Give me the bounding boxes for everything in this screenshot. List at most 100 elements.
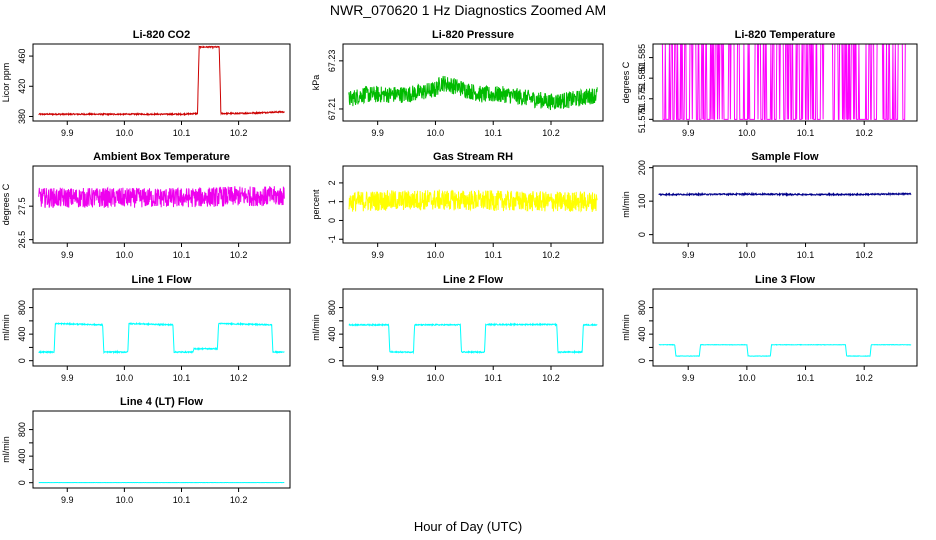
ambient-x-tick-label: 10.1	[173, 250, 191, 260]
temperature-plot-frame	[652, 43, 918, 122]
sampleflow-x-tick-label: 10.2	[855, 250, 873, 260]
line4-plot-frame	[32, 410, 291, 489]
line2-y-tick-label: 800	[327, 300, 337, 315]
figure-title: NWR_070620 1 Hz Diagnostics Zoomed AM	[330, 2, 606, 18]
panel-line2: Line 2 Flow 9.9 10.0 10.1 10.2 0 400 800 ml/min	[311, 274, 604, 383]
sampleflow-plot-frame	[652, 165, 918, 244]
line4-x-tick-label: 10.0	[116, 495, 134, 505]
co2-x-tick-label: 10.0	[116, 128, 134, 138]
co2-y-tick-label: 460	[17, 49, 27, 64]
pressure-x-tick-label: 9.9	[371, 128, 384, 138]
panel-co2: Li-820 CO2 9.9 10.0 10.1 10.2 380 420 460 Licor …	[1, 29, 291, 138]
sampleflow-x-tick-label: 10.1	[797, 250, 815, 260]
line4-x-tick-label: 9.9	[61, 495, 74, 505]
line3-x-tick-label: 10.2	[855, 373, 873, 383]
temperature-x-tick-label: 9.9	[682, 128, 695, 138]
pressure-y-axis-label: kPa	[311, 75, 321, 91]
line3-y-tick-label: 400	[637, 327, 647, 342]
line2-y-axis-label: ml/min	[311, 314, 321, 341]
line3-series-0-line	[658, 343, 912, 357]
ambient-plot-frame	[32, 165, 291, 244]
rh-title: Gas Stream RH	[433, 151, 513, 163]
temperature-x-tick-label: 10.1	[797, 128, 815, 138]
sampleflow-title: Sample Flow	[751, 151, 819, 163]
line2-y-tick-label: 400	[327, 327, 337, 342]
line1-y-tick-label: 0	[17, 358, 27, 363]
ambient-series-0-line	[38, 186, 285, 208]
ambient-x-tick-label: 10.0	[116, 250, 134, 260]
ambient-x-tick-label: 10.2	[230, 250, 248, 260]
line3-x-tick-label: 9.9	[682, 373, 695, 383]
temperature-x-tick-label: 10.0	[738, 128, 756, 138]
pressure-x-tick-label: 10.0	[427, 128, 445, 138]
panel-ambient: Ambient Box Temperature 9.9 10.0 10.1 10.2 26…	[1, 151, 291, 260]
line4-x-tick-label: 10.2	[230, 495, 248, 505]
sampleflow-y-axis-label: ml/min	[621, 191, 631, 218]
line2-x-tick-label: 9.9	[371, 373, 384, 383]
line2-plot-frame	[342, 288, 604, 367]
ambient-y-tick-label: 26.5	[17, 231, 27, 249]
figure-x-axis-label: Hour of Day (UTC)	[414, 519, 522, 534]
pressure-x-tick-label: 10.2	[542, 128, 560, 138]
panel-sampleflow: Sample Flow 9.9 10.0 10.1 10.2 0 100 200 ml/min	[621, 151, 918, 260]
line3-x-tick-label: 10.0	[738, 373, 756, 383]
temperature-series-0-line	[658, 44, 906, 120]
line1-y-tick-label: 400	[17, 327, 27, 342]
co2-y-tick-label: 380	[17, 109, 27, 124]
line3-y-tick-label: 800	[637, 300, 647, 315]
line2-x-tick-label: 10.2	[542, 373, 560, 383]
co2-plot-frame	[32, 43, 291, 122]
panel-pressure: Li-820 Pressure 9.9 10.0 10.1 10.2 67.21 67.23…	[311, 29, 604, 138]
ambient-y-axis-label: degrees C	[1, 183, 11, 225]
line1-series-0-line	[38, 321, 285, 355]
temperature-x-tick-label: 10.2	[855, 128, 873, 138]
sampleflow-y-tick-label: 200	[637, 160, 647, 175]
pressure-plot-frame	[342, 43, 604, 122]
panel-grid: Li-820 CO2 9.9 10.0 10.1 10.2 380 420 460 Licor …	[1, 29, 918, 505]
line4-x-tick-label: 10.1	[173, 495, 191, 505]
panel-rh: Gas Stream RH 9.9 10.0 10.1 10.2 -1 0 1 2 percent	[311, 151, 604, 260]
co2-title: Li-820 CO2	[133, 29, 190, 41]
ambient-title: Ambient Box Temperature	[93, 151, 230, 163]
ambient-x-tick-label: 9.9	[61, 250, 74, 260]
co2-x-tick-label: 10.2	[230, 128, 248, 138]
co2-y-axis-label: Licor ppm	[1, 63, 11, 103]
rh-series-0-line	[348, 189, 598, 213]
pressure-series-0-line	[348, 75, 598, 111]
sampleflow-x-tick-label: 10.0	[738, 250, 756, 260]
rh-y-tick-label: 2	[327, 180, 337, 185]
temperature-y-tick-label: 51.575	[637, 85, 647, 113]
sampleflow-x-tick-label: 9.9	[682, 250, 695, 260]
line4-title: Line 4 (LT) Flow	[120, 396, 203, 408]
rh-y-tick-label: 1	[327, 199, 337, 204]
line1-x-tick-label: 10.0	[116, 373, 134, 383]
line1-x-tick-label: 10.1	[173, 373, 191, 383]
co2-x-tick-label: 9.9	[61, 128, 74, 138]
line4-y-axis-label: ml/min	[1, 436, 11, 463]
line2-x-tick-label: 10.0	[427, 373, 445, 383]
line3-y-tick-label: 0	[637, 358, 647, 363]
line1-x-tick-label: 9.9	[61, 373, 74, 383]
line2-y-tick-label: 0	[327, 358, 337, 363]
line2-series-0-line	[348, 322, 598, 355]
co2-x-tick-label: 10.1	[173, 128, 191, 138]
rh-x-tick-label: 10.2	[542, 250, 560, 260]
line1-y-axis-label: ml/min	[1, 314, 11, 341]
temperature-y-axis-label: degrees C	[621, 61, 631, 103]
ambient-y-tick-label: 27.5	[17, 197, 27, 215]
line2-x-tick-label: 10.1	[484, 373, 502, 383]
panel-line1: Line 1 Flow 9.9 10.0 10.1 10.2 0 400 800 ml/min	[1, 274, 291, 383]
rh-x-tick-label: 10.0	[427, 250, 445, 260]
temperature-title: Li-820 Temperature	[735, 29, 836, 41]
pressure-y-tick-label: 67.21	[327, 98, 337, 121]
sampleflow-y-tick-label: 100	[637, 194, 647, 209]
temperature-y-tick-label: 51.585	[637, 44, 647, 72]
line3-y-axis-label: ml/min	[621, 314, 631, 341]
line3-title: Line 3 Flow	[755, 274, 815, 286]
panel-line4: Line 4 (LT) Flow 9.9 10.0 10.1 10.2 0 400 800 ml…	[1, 396, 291, 505]
rh-y-tick-label: 0	[327, 218, 337, 223]
line1-x-tick-label: 10.2	[230, 373, 248, 383]
co2-y-tick-label: 420	[17, 79, 27, 94]
